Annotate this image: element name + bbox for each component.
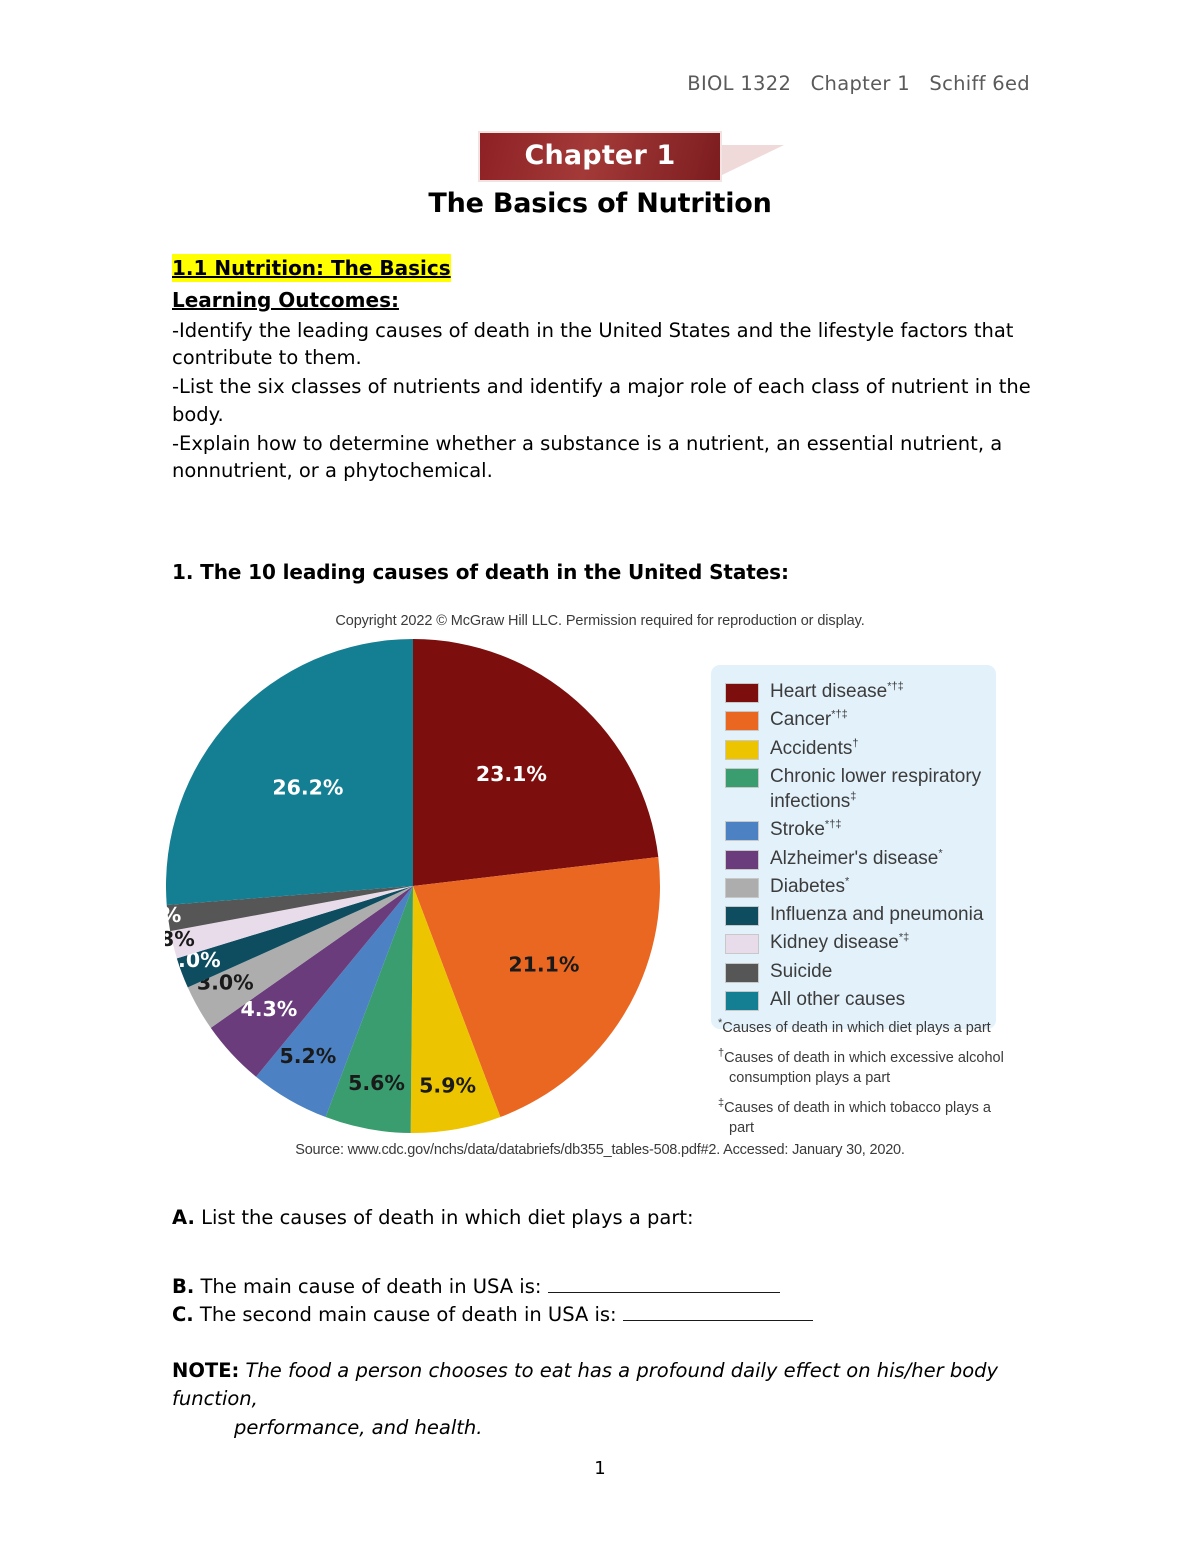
legend-item[interactable]: Diabetes* bbox=[725, 874, 984, 899]
pie-slice bbox=[176, 886, 413, 988]
pie-slice-value-label: 1.7% bbox=[165, 903, 181, 927]
pie-slice bbox=[325, 886, 413, 1133]
legend-swatch-diabetes bbox=[725, 877, 759, 898]
question-a-label: A. bbox=[172, 1206, 195, 1229]
questions-block: A. List the causes of death in which die… bbox=[172, 1204, 1072, 1328]
figure-question-heading: 1. The 10 leading causes of death in the… bbox=[172, 560, 789, 584]
figure-footnote: ‡Causes of death in which tobacco plays … bbox=[718, 1097, 991, 1136]
learning-outcomes-heading: Learning Outcomes: bbox=[172, 288, 399, 313]
pie-slice bbox=[410, 886, 501, 1134]
pie-slice-value-label: 4.3% bbox=[240, 997, 297, 1021]
figure-footnote: *Causes of death in which diet plays a p… bbox=[718, 1017, 991, 1036]
question-c-answer-blank[interactable] bbox=[622, 1301, 813, 1321]
pie-slice-value-label: 5.6% bbox=[348, 1071, 405, 1095]
legend-item[interactable]: Kidney disease*‡ bbox=[725, 930, 984, 955]
pie-slice-value-label: 5.2% bbox=[279, 1044, 336, 1068]
pie-slice-value-label: 1.8% bbox=[165, 927, 195, 951]
legend-item[interactable]: Chronic lower respiratory infections‡ bbox=[725, 764, 984, 815]
pie-slice-value-label: 23.1% bbox=[476, 762, 547, 786]
figure-footnotes: *Causes of death in which diet plays a p… bbox=[718, 1016, 1008, 1146]
legend-label-influenza-and-pneumonia: Influenza and pneumonia bbox=[770, 904, 984, 926]
question-a: A. List the causes of death in which die… bbox=[172, 1204, 1072, 1231]
legend-swatch-influenza-and-pneumonia bbox=[725, 906, 759, 927]
legend-label-alzheimers-disease: Alzheimer's disease* bbox=[770, 847, 943, 869]
pie-slice bbox=[413, 639, 659, 886]
legend-label-chronic-lower-respiratory-infections: Chronic lower respiratory infections‡ bbox=[770, 765, 982, 813]
legend-swatch-heart-disease bbox=[725, 683, 759, 703]
page-number: 1 bbox=[594, 1458, 606, 1479]
pie-slice bbox=[165, 639, 413, 906]
legend-swatch-chronic-lower-respiratory-infections bbox=[725, 767, 759, 788]
banner-tail-shape bbox=[721, 145, 784, 175]
question-b-text: The main cause of death in USA is: bbox=[200, 1275, 542, 1299]
note-text: The food a person chooses to eat has a p… bbox=[172, 1359, 999, 1411]
legend-swatch-stroke bbox=[725, 821, 759, 842]
legend-swatch-alzheimers-disease bbox=[725, 849, 759, 870]
legend-label-cancer: Cancer*†‡ bbox=[770, 708, 848, 731]
chapter-banner: Chapter 1 bbox=[0, 131, 1200, 182]
question-b-answer-blank[interactable] bbox=[547, 1274, 780, 1294]
figure-footnote: †Causes of death in which excessive alco… bbox=[718, 1047, 1004, 1086]
pie-chart: 23.1%21.1%5.9%5.6%5.2%4.3%3.0%2.0%1.8%1.… bbox=[165, 638, 661, 1134]
figure-copyright: Copyright 2022 © McGraw Hill LLC. Permis… bbox=[335, 613, 865, 629]
legend-swatch-cancer bbox=[725, 711, 759, 732]
figure-source: Source: www.cdc.gov/nchs/data/databriefs… bbox=[295, 1142, 905, 1158]
legend-swatch-all-other-causes bbox=[725, 990, 759, 1011]
pie-slice-value-label: 26.2% bbox=[272, 776, 343, 800]
question-c-text: The second main cause of death in USA is… bbox=[199, 1302, 617, 1326]
pie-slice bbox=[413, 856, 660, 1118]
learning-outcomes-block: 1.1 Nutrition: The Basics Learning Outco… bbox=[172, 254, 1032, 486]
page-title: The Basics of Nutrition bbox=[428, 188, 772, 219]
pie-slice-value-label: 5.9% bbox=[419, 1074, 476, 1098]
legend-item[interactable]: Cancer*†‡ bbox=[725, 707, 984, 732]
pie-slice-value-label: 21.1% bbox=[508, 953, 579, 977]
legend-label-stroke: Stroke*†‡ bbox=[770, 819, 842, 841]
legend-item[interactable]: All other causes bbox=[725, 987, 984, 1012]
legend-item[interactable]: Alzheimer's disease* bbox=[725, 846, 984, 871]
learning-outcome-item: -Identify the leading causes of death in… bbox=[172, 318, 1014, 370]
pie-slice bbox=[187, 886, 413, 1028]
legend-item[interactable]: Influenza and pneumonia bbox=[725, 902, 984, 927]
chapter-badge-label: Chapter 1 bbox=[478, 131, 722, 182]
running-header: BIOL 1322 Chapter 1 Schiff 6ed bbox=[687, 72, 1030, 95]
legend-item[interactable]: Stroke*†‡ bbox=[725, 817, 984, 842]
legend-swatch-accidents bbox=[725, 739, 759, 760]
legend-label-kidney-disease: Kidney disease*‡ bbox=[770, 932, 910, 954]
pie-slice bbox=[170, 886, 413, 959]
legend-item[interactable]: Suicide bbox=[725, 959, 984, 984]
question-c: C. The second main cause of death in USA… bbox=[172, 1301, 1072, 1328]
note-text-continued: performance, and health. bbox=[234, 1415, 483, 1439]
question-a-text: List the causes of death in which diet p… bbox=[201, 1206, 694, 1229]
legend-item[interactable]: Heart disease*†‡ bbox=[725, 679, 984, 704]
chart-legend: Heart disease*†‡ Cancer*†‡ Accidents† Ch… bbox=[711, 665, 996, 1030]
pie-slice bbox=[256, 886, 413, 1118]
question-b-label: B. bbox=[172, 1275, 195, 1299]
pie-slice bbox=[166, 886, 413, 932]
legend-label-diabetes: Diabetes* bbox=[770, 875, 850, 897]
legend-label-heart-disease: Heart disease*†‡ bbox=[770, 680, 904, 702]
question-b: B. The main cause of death in USA is: bbox=[172, 1273, 1072, 1300]
note-label: NOTE: bbox=[172, 1359, 240, 1382]
legend-swatch-suicide bbox=[725, 962, 759, 983]
pie-slice bbox=[210, 886, 413, 1077]
pie-chart-svg: 23.1%21.1%5.9%5.6%5.2%4.3%3.0%2.0%1.8%1.… bbox=[165, 639, 660, 1134]
pie-chart-figure: Copyright 2022 © McGraw Hill LLC. Permis… bbox=[0, 608, 1200, 1173]
legend-label-all-other-causes: All other causes bbox=[770, 988, 906, 1010]
legend-label-suicide: Suicide bbox=[770, 960, 833, 982]
legend-item[interactable]: Accidents† bbox=[725, 736, 984, 761]
legend-label-accidents: Accidents† bbox=[770, 737, 859, 759]
question-c-label: C. bbox=[172, 1302, 194, 1326]
note-block: NOTE: The food a person chooses to eat h… bbox=[172, 1357, 1082, 1442]
legend-swatch-kidney-disease bbox=[725, 934, 759, 955]
section-heading: 1.1 Nutrition: The Basics bbox=[172, 254, 451, 283]
learning-outcome-item: -List the six classes of nutrients and i… bbox=[172, 375, 1031, 426]
learning-outcome-item: -Explain how to determine whether a subs… bbox=[172, 431, 1003, 483]
